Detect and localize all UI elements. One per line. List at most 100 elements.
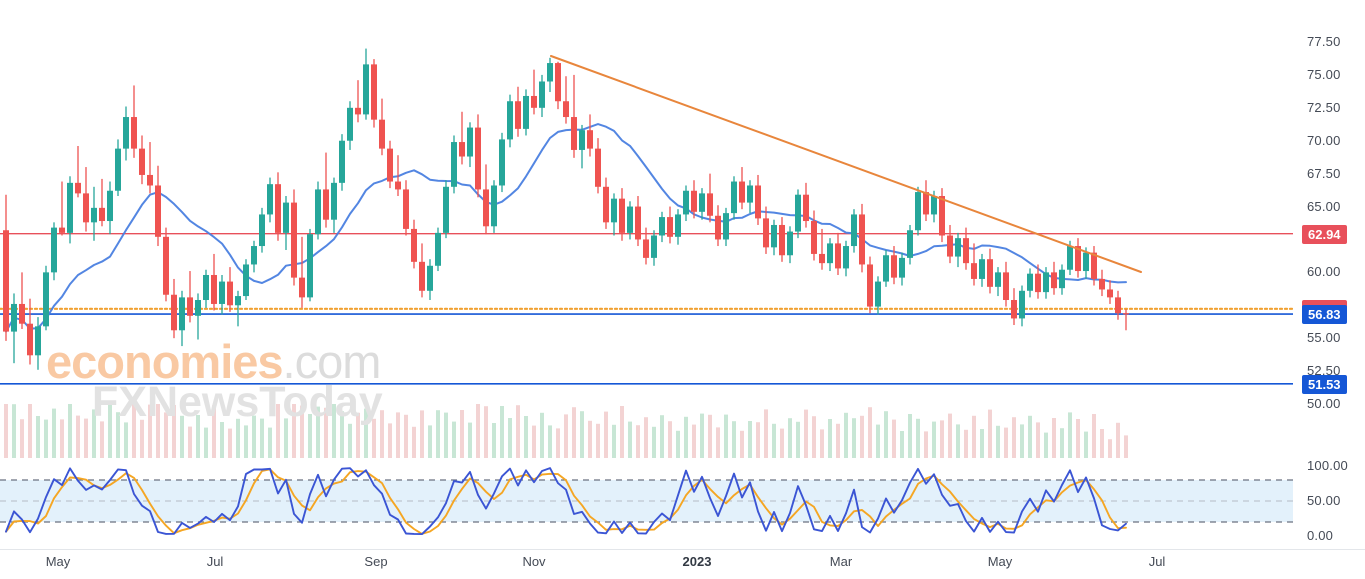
candle-body (219, 281, 225, 304)
candle-body (659, 217, 665, 236)
candle-body (579, 130, 585, 150)
volume-bar (308, 414, 312, 458)
price-badge-lower-support[interactable]: 51.53 (1302, 374, 1347, 394)
volume-bar (380, 410, 384, 458)
candle-body (499, 139, 505, 186)
candle-body (1091, 252, 1097, 279)
volume-bar (924, 431, 928, 458)
volume-bar (1036, 422, 1040, 458)
candle-body (515, 101, 521, 129)
volume-bar (364, 408, 368, 458)
candle-body (1027, 273, 1033, 291)
volume-bar (820, 429, 824, 458)
candle-body (571, 117, 577, 150)
candle-body (595, 148, 601, 187)
candle-body (123, 117, 129, 149)
watermark-economies: economies.com (46, 334, 381, 389)
candle-body (787, 231, 793, 256)
volume-bar (44, 419, 48, 458)
candle-body (811, 221, 817, 254)
volume-bar (796, 421, 800, 458)
candle-body (227, 281, 233, 306)
candle-body (1051, 272, 1057, 289)
candle-body (1075, 246, 1081, 272)
candle-body (1099, 278, 1105, 290)
volume-bar (884, 411, 888, 458)
volume-bar (412, 426, 416, 458)
volume-bar (716, 427, 720, 458)
price-badge-last-close[interactable]: 56.83 (1302, 305, 1347, 325)
candle-body (699, 193, 705, 212)
volume-bar (180, 415, 184, 458)
volume-bar (420, 410, 424, 458)
volume-bar (932, 421, 936, 458)
price-chart-plot-area[interactable] (0, 0, 1293, 549)
volume-bar (252, 415, 256, 458)
moving-average (5, 123, 1127, 333)
volume-bar (108, 405, 112, 458)
volume-bar (228, 428, 232, 458)
candle-body (19, 303, 25, 324)
stochastic-axis-tick: 100.00 (1307, 458, 1348, 473)
candle-body (1043, 272, 1049, 293)
volume-bar (196, 415, 200, 458)
time-axis[interactable]: May Jul Sep Nov 2023 Mar May Jul (0, 549, 1365, 579)
candle-body (547, 63, 553, 82)
volume-bar (828, 419, 832, 458)
volume-bar (980, 429, 984, 458)
candle-body (539, 81, 545, 108)
volume-bar (12, 404, 16, 458)
candle-body (747, 185, 753, 203)
candle-body (1067, 246, 1073, 270)
candle-body (995, 272, 1001, 287)
volume-bar (500, 406, 504, 458)
volume-bar (572, 407, 576, 458)
price-axis[interactable]: 77.5075.0072.5070.0067.5065.0062.5060.00… (1293, 0, 1365, 549)
volume-bar (52, 408, 56, 458)
volume-bar (876, 424, 880, 458)
volume-bar (804, 409, 808, 458)
volume-bar (1084, 431, 1088, 458)
volume-bar (900, 431, 904, 458)
volume-bar (956, 424, 960, 458)
candle-body (147, 174, 153, 186)
candle-body (843, 246, 849, 269)
candle-body (707, 193, 713, 216)
time-axis-tick: Sep (364, 554, 388, 569)
volume-bar (1116, 422, 1120, 458)
volume-bar (940, 420, 944, 458)
volume-bar (692, 424, 696, 458)
volume-bar (948, 413, 952, 458)
candle-body (267, 184, 273, 215)
volume-bar (700, 413, 704, 458)
volume-bar (628, 421, 632, 458)
stochastic-panel (0, 467, 1293, 536)
candle-body (59, 227, 65, 233)
volume-bar (620, 406, 624, 458)
time-axis-tick: Mar (829, 554, 853, 569)
stochastic-band (0, 480, 1293, 522)
price-badge-current-price[interactable]: 62.94 (1302, 224, 1347, 244)
volume-bar (260, 418, 264, 458)
volume-bar (404, 414, 408, 458)
candle-body (387, 148, 393, 182)
candle-body (99, 207, 105, 222)
candle-body (1107, 289, 1113, 298)
volume-bar (236, 418, 240, 458)
volume-bar (612, 424, 616, 458)
candle-body (667, 217, 673, 237)
stochastic-axis-tick: 50.00 (1307, 493, 1341, 508)
volume-bar (84, 418, 88, 458)
candle-body (3, 230, 9, 332)
volume-bar (916, 418, 920, 458)
candle-body (307, 234, 313, 298)
volume-bar (76, 415, 80, 458)
volume-bar (212, 405, 216, 458)
candle-body (155, 185, 161, 237)
volume-bar (892, 419, 896, 458)
volume-bar (532, 425, 536, 458)
candle-body (91, 207, 97, 223)
candle-body (275, 184, 281, 233)
descending-trendline[interactable] (550, 55, 1142, 273)
